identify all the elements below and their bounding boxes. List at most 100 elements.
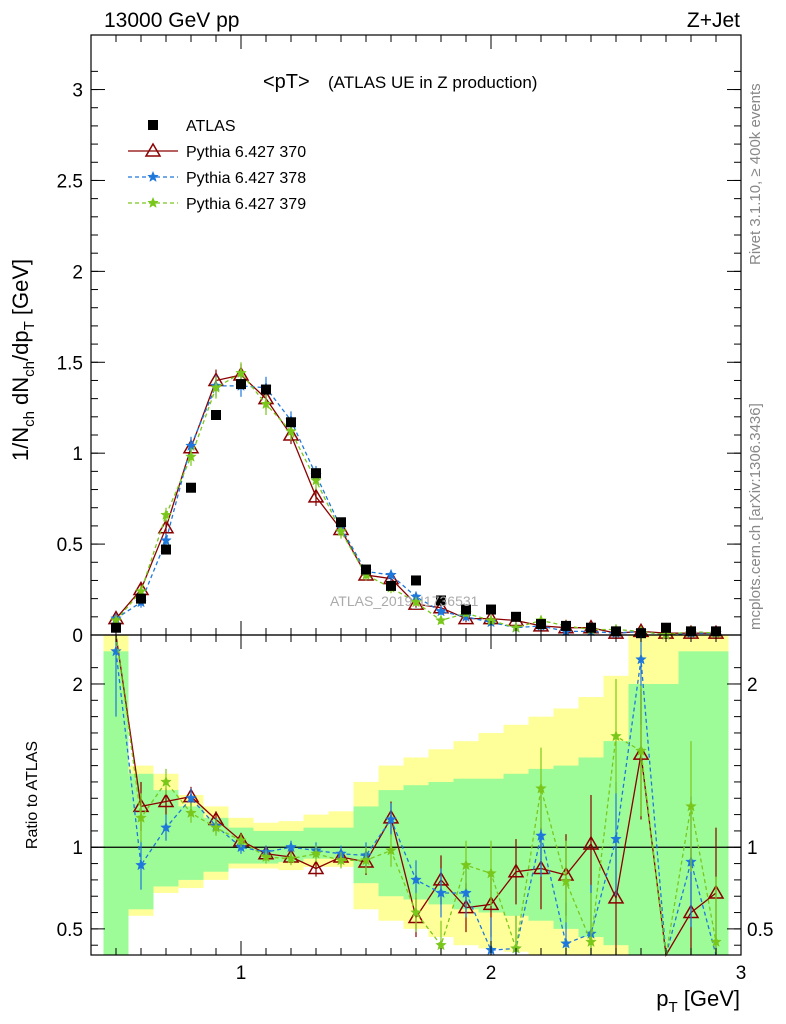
ylabel-top: 1/Nch dNch/dpT [GeV] <box>8 259 38 461</box>
band-inner-bin <box>653 683 679 955</box>
top-2-point <box>435 614 447 626</box>
ratio-2-point <box>585 935 597 947</box>
ratio-2-point <box>135 811 147 823</box>
ratio-1-point <box>560 937 572 949</box>
ratio-1-point <box>285 840 297 853</box>
y-tick-label-top: 0.5 <box>57 535 83 556</box>
legend-label: Pythia 6.427 379 <box>186 196 306 213</box>
y-tick-label-top: 2.5 <box>57 171 83 192</box>
ratio-1-point <box>110 645 122 657</box>
ratio-2-point <box>685 800 697 812</box>
ratio-2-point <box>335 854 347 866</box>
data-point <box>486 604 496 615</box>
data-point <box>161 544 171 555</box>
ratio-2-point <box>460 859 472 871</box>
ratio-1-point <box>460 886 472 898</box>
ylabel-bottom: Ratio to ATLAS <box>24 741 41 849</box>
top-1-point <box>385 568 397 580</box>
ratio-2-point <box>285 852 297 864</box>
data-point <box>461 604 471 615</box>
data-point <box>386 580 396 591</box>
legend: ATLAS Pythia 6.427 370 Pythia 6.427 378 Pyt… <box>128 118 306 213</box>
data-point <box>536 619 546 630</box>
data-point <box>561 620 571 631</box>
top-2-point <box>260 397 272 410</box>
legend-marker-data <box>148 120 158 130</box>
data-point <box>186 482 196 493</box>
xlabel: pT [GeV] <box>656 986 740 1016</box>
x-tick-label: 1 <box>236 963 247 984</box>
y-tick-label-ratio: 2 <box>72 675 83 696</box>
top-1-point <box>435 605 447 617</box>
ratio-1-point <box>135 859 147 871</box>
header-left: 13000 GeV pp <box>104 9 239 32</box>
y-tick-label-top: 1 <box>72 444 83 465</box>
data-point <box>586 622 596 633</box>
top-2-point <box>210 381 222 393</box>
data-point <box>111 622 121 633</box>
ratio-0-point <box>482 895 500 911</box>
watermark: ATLAS_2019_I1736531 <box>330 593 479 609</box>
ratio-1-point <box>385 813 397 825</box>
y-tick-label-top: 2 <box>72 262 83 283</box>
title-sub: (ATLAS UE in Z production) <box>328 73 537 92</box>
top-0-point <box>457 610 475 625</box>
legend-label: Pythia 6.427 378 <box>186 170 306 187</box>
ratio-2-point <box>260 850 272 863</box>
ratio-0-point <box>157 793 175 808</box>
top-2-point <box>310 474 322 486</box>
ratio-2-point <box>235 834 247 846</box>
ratio-2-point <box>610 729 622 742</box>
x-tick-label: 3 <box>736 963 747 984</box>
ratio-0-point <box>607 889 625 904</box>
data-point <box>311 468 321 479</box>
ratio-0-point <box>582 835 600 850</box>
ratio-2-point <box>485 867 497 879</box>
top-2-point <box>285 425 297 437</box>
title-main: <pT> <box>263 71 310 93</box>
ratio-1-point <box>160 821 172 833</box>
ratio-1-point <box>410 873 422 885</box>
legend-marker <box>144 142 162 157</box>
y-tick-label-top: 1.5 <box>57 353 83 374</box>
data-point <box>436 595 446 606</box>
data-point <box>361 564 371 575</box>
ratio-2-point <box>210 821 222 833</box>
data-point <box>411 575 421 586</box>
y-tick-label-top: 0 <box>72 626 83 647</box>
legend-marker <box>147 196 159 208</box>
top-0-point <box>307 488 325 503</box>
ratio-2-point <box>160 775 172 787</box>
ratio-2-point <box>635 744 647 756</box>
legend-label: Pythia 6.427 370 <box>186 144 306 161</box>
y-tick-label-top: 3 <box>72 81 83 102</box>
side-text-bottom: mcplots.cern.ch [arXiv:1306.3436] <box>747 403 764 630</box>
data-point <box>211 410 221 420</box>
top-0-point <box>407 595 425 610</box>
header-right: Z+Jet <box>687 9 740 32</box>
ratio-1-point <box>435 886 447 898</box>
legend-marker <box>147 170 159 182</box>
ratio-1-point <box>535 829 547 841</box>
y-tick-label-ratio: 0.5 <box>57 920 83 941</box>
ticks: 0 0.5 1 1.5 2 2.5 3 0.5 0.5 1 1 2 2 1 2 3 <box>57 35 773 984</box>
ratio-0-point <box>507 863 525 878</box>
top-2-point <box>235 367 247 379</box>
data-point <box>261 384 271 395</box>
top-2-point <box>335 525 347 537</box>
y-tick-label-ratio-right: 2 <box>747 675 758 696</box>
top-1-point <box>160 534 172 546</box>
data-point <box>136 593 146 604</box>
ratio-2-point <box>385 844 397 856</box>
ratio-2-point <box>185 806 197 818</box>
ratio-1-point <box>185 792 197 804</box>
top-2-point <box>410 596 422 608</box>
y-tick-label-ratio: 1 <box>72 838 83 859</box>
data-point <box>511 611 521 622</box>
side-text-top: Rivet 3.1.10, ≥ 400k events <box>747 83 764 265</box>
ratio-1-point <box>610 832 622 845</box>
data-point <box>661 622 671 633</box>
legend-label: ATLAS <box>186 118 236 135</box>
y-tick-label-ratio-right: 0.5 <box>747 920 773 941</box>
top-2-point <box>160 508 172 520</box>
